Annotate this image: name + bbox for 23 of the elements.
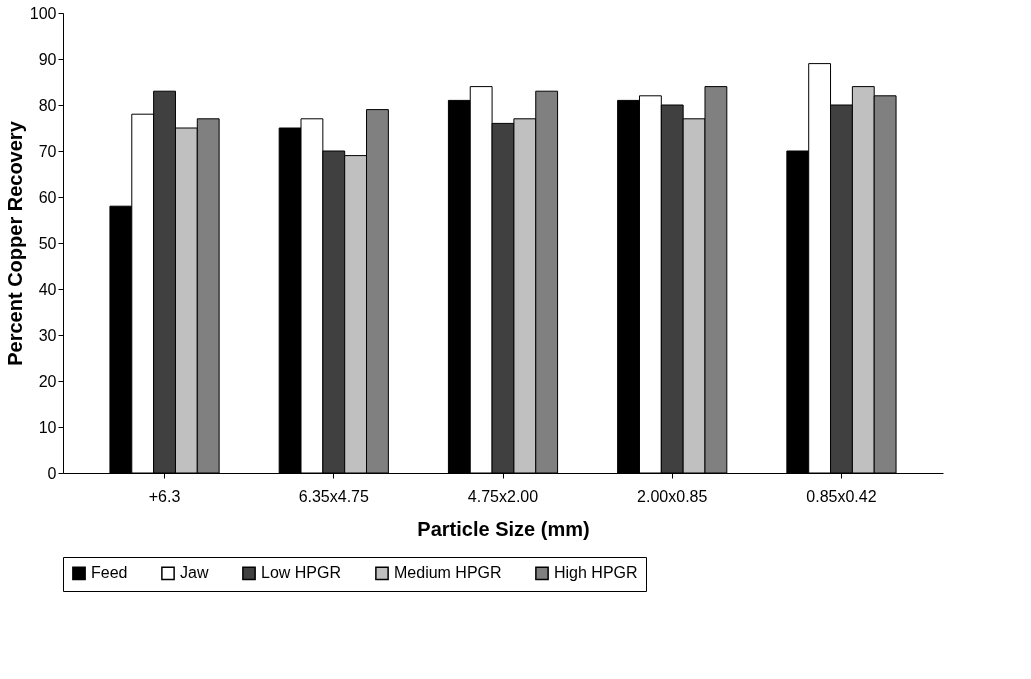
x-tick-label: 6.35x4.75 — [298, 487, 370, 505]
legend-label: Low HPGR — [261, 564, 342, 582]
y-tick-label: 70 — [38, 142, 57, 160]
y-tick-label: 90 — [38, 50, 57, 68]
y-tick-label: 80 — [38, 96, 57, 114]
y-tick-label: 60 — [38, 188, 57, 206]
legend-label: Medium HPGR — [394, 564, 502, 582]
y-tick-label: 40 — [38, 280, 57, 298]
y-tick-label: 100 — [29, 4, 57, 22]
y-tick-label: 30 — [38, 326, 57, 344]
x-tick-label: 0.85x0.42 — [806, 487, 877, 505]
x-tick-label: 4.75x2.00 — [467, 487, 539, 505]
y-tick-label: 50 — [38, 234, 57, 252]
x-tick-label: 2.00x0.85 — [637, 487, 708, 505]
x-axis-title: Particle Size (mm) — [417, 517, 590, 540]
y-tick-label: 10 — [38, 418, 57, 436]
y-tick-label: 0 — [47, 464, 57, 482]
y-axis-title: Percent Copper Recovery — [3, 120, 26, 366]
legend-label: High HPGR — [554, 564, 638, 582]
x-tick-label: +6.3 — [148, 487, 181, 505]
legend-label: Feed — [91, 564, 128, 582]
y-tick-label: 20 — [38, 372, 57, 390]
legend-label: Jaw — [180, 564, 209, 582]
